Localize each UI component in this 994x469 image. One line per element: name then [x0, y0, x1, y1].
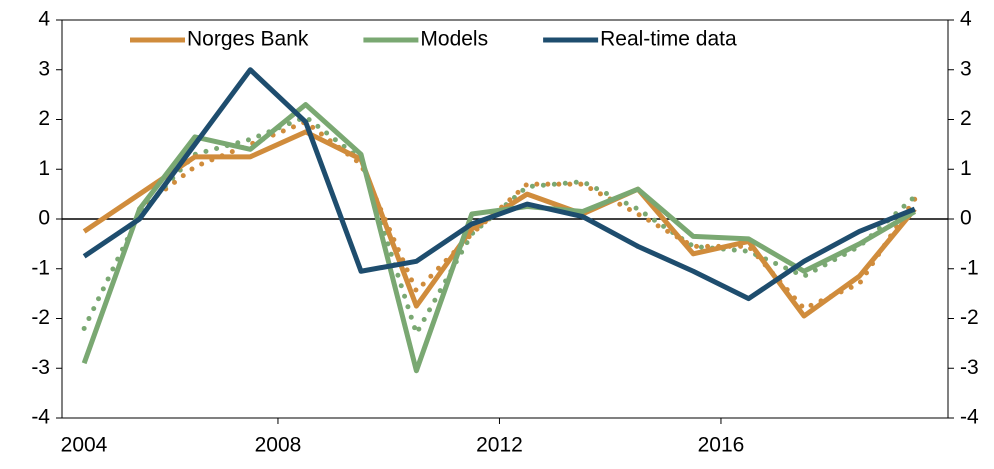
- y-tick-label: 3: [38, 57, 50, 80]
- dotted-line: [137, 119, 918, 312]
- x-tick-label: 2016: [698, 434, 745, 457]
- y2-tick-label: -1: [960, 256, 979, 279]
- y-tick-label: -3: [31, 356, 50, 379]
- y-tick-label: -1: [31, 256, 50, 279]
- y-tick-label: 1: [38, 157, 50, 180]
- x-tick-label: 2012: [476, 434, 523, 457]
- y-tick-label: -4: [31, 406, 50, 429]
- y2-tick-label: 1: [960, 157, 972, 180]
- series-line: [82, 129, 917, 319]
- y2-tick-label: 4: [960, 8, 972, 31]
- y-tick-label: 2: [38, 107, 50, 130]
- series-line: [81, 102, 917, 374]
- y2-tick-label: 2: [960, 107, 972, 130]
- x-tick-label: 2008: [255, 434, 302, 457]
- legend-label: Models: [420, 28, 488, 51]
- y-tick-label: 0: [38, 207, 50, 230]
- x-tick-label: 2004: [61, 434, 108, 457]
- series-line: [82, 67, 916, 302]
- y2-tick-label: -2: [960, 306, 979, 329]
- legend-label: Norges Bank: [187, 28, 309, 51]
- y2-tick-label: -3: [960, 356, 979, 379]
- y2-tick-label: 0: [960, 207, 972, 230]
- y-tick-label: 4: [38, 8, 50, 31]
- y2-tick-label: 3: [960, 57, 972, 80]
- y2-tick-label: -4: [960, 406, 979, 429]
- legend-label: Real-time data: [600, 28, 737, 51]
- y-tick-label: -2: [31, 306, 50, 329]
